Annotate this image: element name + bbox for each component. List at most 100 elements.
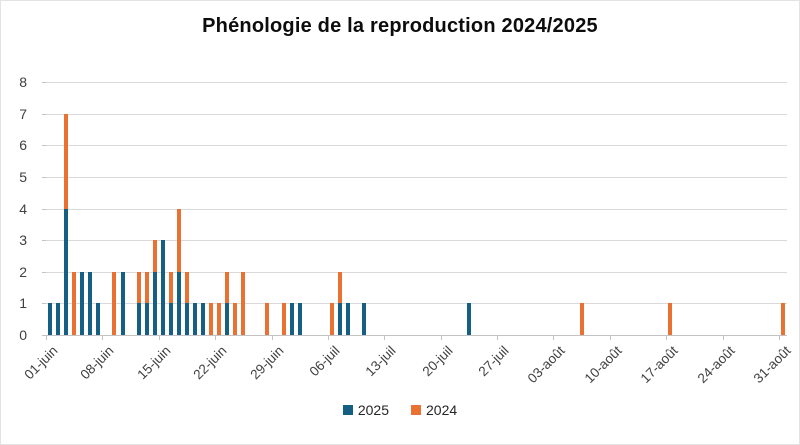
bar-20-juin[interactable] (201, 303, 206, 335)
bar-segment-2025 (144, 303, 149, 335)
y-axis-label: 1 (19, 295, 27, 312)
bar-segment-2024 (152, 240, 157, 272)
x-axis-label: 06-juil (306, 343, 343, 380)
bar-30-juin[interactable] (281, 303, 286, 335)
bar-25-juin[interactable] (241, 271, 246, 335)
bar-segment-2025 (362, 303, 367, 335)
x-axis-label: 15-juin (134, 343, 174, 383)
bar-24-juin[interactable] (233, 303, 238, 335)
x-axis-label: 10-août (581, 343, 625, 386)
legend-swatch-2025-icon (342, 405, 353, 415)
bar-17-juin[interactable] (176, 208, 181, 335)
bar-segment-2024 (217, 303, 222, 335)
x-axis-tick (215, 336, 217, 340)
gridline (46, 208, 787, 210)
bar-01-juil[interactable] (289, 303, 294, 335)
bar-06-juin[interactable] (88, 271, 93, 335)
bar-13-juin[interactable] (144, 271, 149, 335)
x-axis-tick (609, 336, 611, 340)
bar-28-juin[interactable] (265, 303, 270, 335)
bar-segment-2024 (64, 113, 69, 209)
bar-segment-2024 (579, 303, 584, 335)
x-axis-tick (778, 336, 780, 340)
y-axis-tick (42, 240, 46, 242)
x-axis-tick (497, 336, 499, 340)
y-axis-tick (42, 113, 46, 115)
bar-18-juin[interactable] (184, 271, 189, 335)
bar-segment-2025 (346, 303, 351, 335)
bar-09-juin[interactable] (112, 271, 117, 335)
bar-segment-2025 (297, 303, 302, 335)
bar-14-juin[interactable] (152, 240, 157, 335)
x-axis-tick (440, 336, 442, 340)
y-axis-tick (42, 271, 46, 273)
bar-02-juil[interactable] (297, 303, 302, 335)
bar-segment-2025 (466, 303, 471, 335)
bar-19-juin[interactable] (193, 303, 197, 335)
bar-05-juin[interactable] (80, 271, 85, 335)
bar-segment-2025 (136, 303, 141, 335)
x-axis-label: 13-juil (362, 343, 399, 380)
bar-segment-2024 (209, 303, 214, 335)
gridline (46, 113, 787, 115)
bar-23-juil[interactable] (466, 303, 471, 335)
bar-segment-2025 (96, 303, 101, 335)
x-axis-label: 24-août (694, 343, 738, 386)
y-axis-tick (42, 82, 46, 83)
y-axis-label: 3 (19, 232, 27, 249)
legend-item-2025[interactable]: 2025 (342, 402, 389, 418)
bar-15-juin[interactable] (160, 240, 165, 335)
bar-16-juin[interactable] (168, 271, 173, 335)
bar-07-juil[interactable] (337, 271, 342, 335)
bar-segment-2024 (668, 303, 673, 335)
y-axis-tick (42, 208, 46, 210)
x-axis-tick (102, 336, 104, 340)
x-axis-line (46, 335, 787, 336)
y-axis-label: 8 (19, 74, 27, 90)
bar-08-juil[interactable] (346, 303, 351, 335)
chart-legend: 2025 2024 (1, 402, 799, 418)
bar-segment-2024 (112, 271, 117, 335)
bar-segment-2025 (176, 271, 181, 335)
bar-10-juin[interactable] (120, 271, 125, 335)
y-axis-label: 6 (19, 137, 27, 154)
legend-item-2024[interactable]: 2024 (411, 402, 457, 418)
bar-segment-2024 (281, 303, 286, 335)
x-axis-label: 08-juin (77, 343, 117, 383)
bar-22-juin[interactable] (217, 303, 222, 335)
bar-segment-2024 (168, 271, 173, 304)
bar-10-juil[interactable] (362, 303, 367, 335)
bar-12-juin[interactable] (136, 271, 141, 335)
bar-segment-2025 (64, 208, 69, 335)
x-axis-tick (327, 336, 329, 340)
bar-segment-2025 (88, 271, 93, 335)
y-axis-label: 4 (19, 200, 27, 217)
bar-07-juin[interactable] (96, 303, 101, 335)
bar-segment-2025 (289, 303, 294, 335)
y-axis-tick (42, 335, 46, 336)
bar-17-août[interactable] (668, 303, 673, 335)
gridline (46, 240, 787, 242)
bar-segment-2024 (233, 303, 238, 335)
bar-segment-2025 (193, 303, 197, 335)
bar-segment-2024 (144, 271, 149, 304)
bar-segment-2025 (337, 303, 342, 335)
gridline (46, 82, 787, 83)
bar-segment-2025 (48, 303, 53, 335)
bar-21-juin[interactable] (209, 303, 214, 335)
bar-04-juin[interactable] (72, 271, 77, 335)
x-axis-label: 22-juin (190, 343, 230, 383)
bar-01-juin[interactable] (48, 303, 53, 335)
bar-31-août[interactable] (780, 303, 785, 335)
bar-segment-2024 (241, 271, 246, 335)
x-axis-tick (158, 336, 160, 340)
bar-segment-2024 (136, 271, 141, 304)
bar-06-juil[interactable] (329, 303, 334, 335)
bar-23-juin[interactable] (225, 271, 230, 335)
y-axis-tick (42, 303, 46, 305)
bar-03-juin[interactable] (64, 113, 69, 335)
bar-02-juin[interactable] (56, 303, 61, 335)
bar-segment-2024 (176, 208, 181, 272)
bar-06-août[interactable] (579, 303, 584, 335)
